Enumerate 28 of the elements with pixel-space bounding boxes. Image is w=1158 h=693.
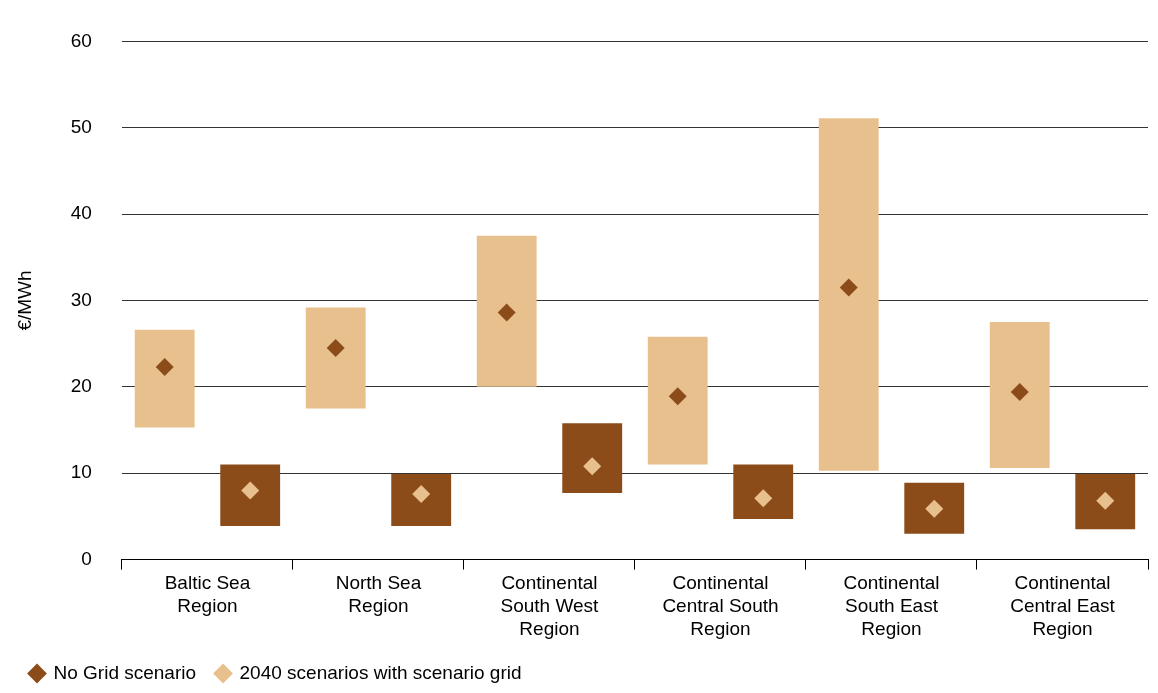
x-tick-label: Continental Central East Region	[1010, 572, 1116, 639]
y-tick-label: 30	[70, 288, 92, 310]
bar	[647, 336, 708, 465]
legend-label: 2040 scenarios with scenario grid	[239, 661, 522, 683]
y-tick-label: 20	[70, 375, 92, 397]
x-tick-label: Continental South West Region	[500, 572, 600, 639]
bar	[733, 464, 794, 520]
y-tick-label: 60	[70, 29, 92, 51]
bar	[134, 329, 195, 428]
bar	[1075, 474, 1136, 530]
legend-label: No Grid scenario	[53, 661, 197, 683]
bar	[818, 118, 879, 471]
bar	[305, 307, 366, 409]
x-tick-label: Baltic Sea Region	[164, 572, 251, 617]
bar	[562, 423, 623, 494]
bar	[989, 322, 1050, 469]
y-tick-label: 40	[70, 202, 92, 224]
x-tick-label: Continental Central South Region	[662, 572, 779, 639]
bar	[391, 474, 452, 526]
bar	[904, 482, 965, 534]
bar	[220, 464, 281, 526]
x-tick-label: North Sea Region	[335, 572, 422, 617]
y-tick-label: 0	[81, 547, 92, 569]
y-tick-label: 10	[70, 461, 92, 483]
y-tick-label: 50	[70, 116, 92, 137]
bar	[476, 235, 537, 387]
y-axis-title: €/MWh	[13, 270, 35, 331]
x-tick-label: Continental South East Region	[843, 572, 940, 639]
